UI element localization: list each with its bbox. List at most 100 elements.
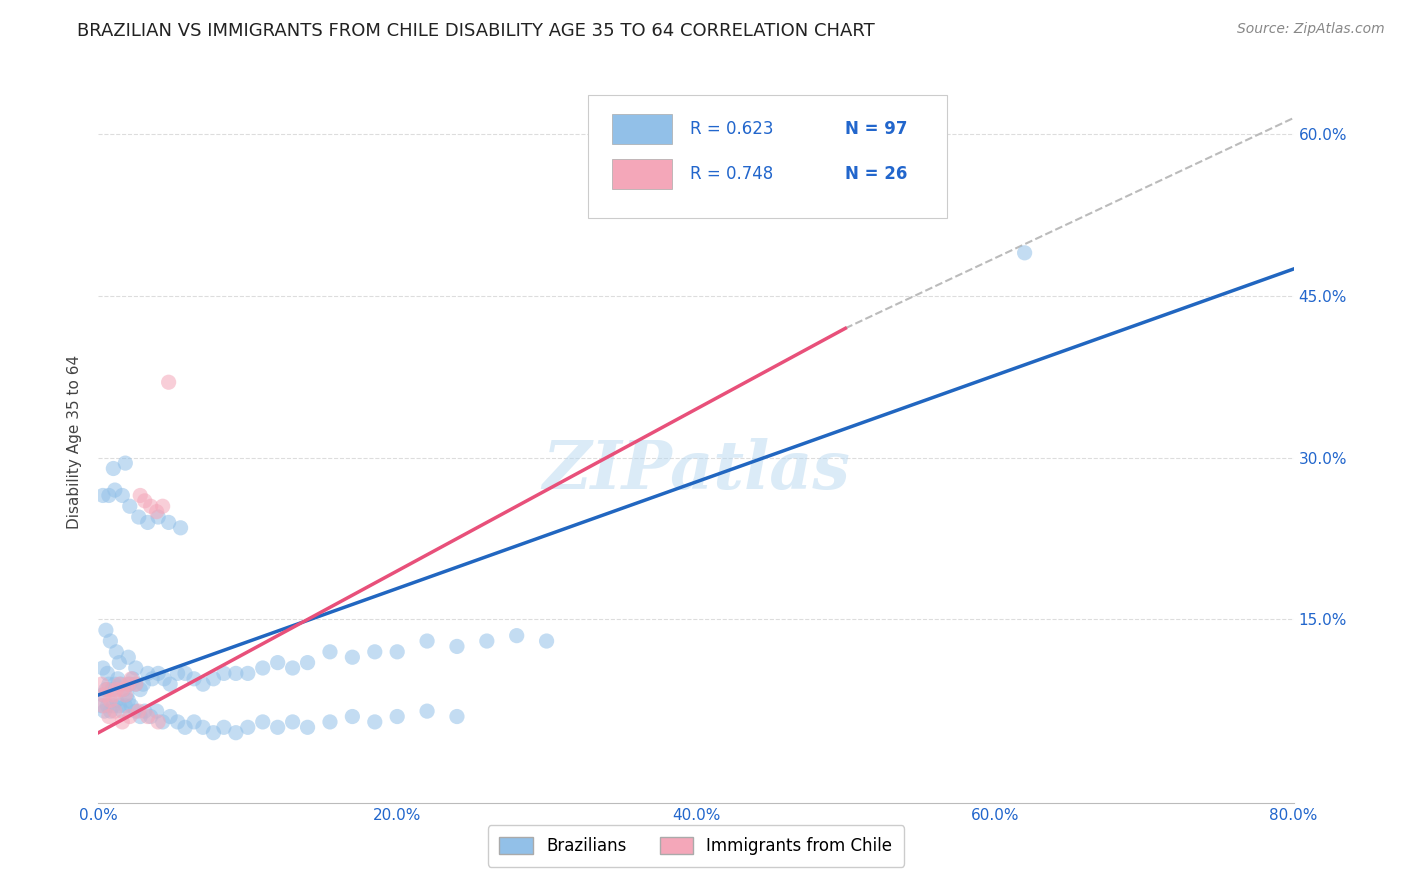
Point: [132, 677, 155, 691]
Point: [202, 725, 225, 739]
Text: BRAZILIAN VS IMMIGRANTS FROM CHILE DISABILITY AGE 35 TO 64 CORRELATION CHART: BRAZILIAN VS IMMIGRANTS FROM CHILE DISAB…: [77, 22, 875, 40]
Point: [91, 698, 114, 713]
Point: [125, 704, 148, 718]
Text: Source: ZipAtlas.com: Source: ZipAtlas.com: [1237, 22, 1385, 37]
Point: [111, 488, 134, 502]
Point: [416, 634, 439, 648]
Point: [108, 677, 131, 691]
Point: [97, 488, 120, 502]
Point: [145, 704, 167, 718]
Point: [120, 672, 142, 686]
Point: [183, 714, 205, 729]
Point: [108, 656, 131, 670]
Point: [297, 656, 319, 670]
Point: [114, 688, 136, 702]
Point: [141, 672, 163, 686]
Point: [202, 672, 225, 686]
Point: [225, 725, 247, 739]
Point: [93, 688, 115, 702]
Point: [212, 666, 235, 681]
Point: [91, 688, 114, 702]
Point: [128, 704, 150, 718]
Point: [114, 456, 136, 470]
Point: [236, 720, 259, 734]
Point: [536, 634, 558, 648]
Point: [112, 682, 135, 697]
Point: [105, 693, 128, 707]
Point: [129, 488, 152, 502]
Point: [134, 493, 156, 508]
Point: [281, 714, 304, 729]
Point: [120, 698, 142, 713]
Point: [114, 698, 136, 713]
Point: [183, 672, 205, 686]
FancyBboxPatch shape: [613, 113, 672, 144]
Point: [157, 516, 180, 530]
Text: R = 0.748: R = 0.748: [690, 165, 773, 183]
Point: [128, 510, 150, 524]
Point: [148, 510, 170, 524]
Point: [364, 714, 387, 729]
Point: [97, 677, 120, 691]
Point: [475, 634, 498, 648]
Legend: Brazilians, Immigrants from Chile: Brazilians, Immigrants from Chile: [488, 825, 904, 867]
Point: [159, 677, 181, 691]
Point: [191, 720, 214, 734]
Point: [169, 521, 191, 535]
Point: [104, 483, 127, 497]
Point: [117, 677, 139, 691]
Point: [125, 677, 148, 691]
Point: [98, 634, 122, 648]
Point: [342, 650, 364, 665]
Point: [121, 672, 143, 686]
Point: [136, 709, 159, 723]
Point: [139, 500, 162, 514]
Point: [118, 677, 141, 691]
Point: [145, 505, 167, 519]
Point: [385, 645, 409, 659]
Point: [148, 714, 170, 729]
Point: [191, 677, 214, 691]
Point: [91, 488, 114, 502]
Point: [446, 640, 468, 654]
Point: [98, 693, 122, 707]
Point: [118, 500, 141, 514]
Point: [108, 698, 131, 713]
Point: [129, 709, 152, 723]
Point: [105, 645, 128, 659]
FancyBboxPatch shape: [589, 95, 948, 218]
Point: [267, 720, 290, 734]
Point: [97, 709, 120, 723]
Point: [96, 666, 118, 681]
Point: [174, 666, 197, 681]
Point: [134, 704, 156, 718]
Point: [1014, 245, 1036, 260]
Point: [93, 704, 115, 718]
Point: [111, 714, 134, 729]
Text: N = 26: N = 26: [845, 165, 908, 183]
Point: [267, 656, 290, 670]
Point: [103, 461, 125, 475]
Point: [125, 677, 148, 691]
Point: [174, 720, 197, 734]
Point: [117, 693, 139, 707]
Point: [148, 666, 170, 681]
Point: [236, 666, 259, 681]
Text: R = 0.623: R = 0.623: [690, 120, 773, 137]
Point: [364, 645, 387, 659]
Point: [281, 661, 304, 675]
Point: [90, 698, 112, 713]
Point: [104, 704, 127, 718]
Point: [105, 682, 128, 697]
Text: ZIPatlas: ZIPatlas: [543, 438, 849, 503]
Point: [117, 650, 139, 665]
Point: [136, 516, 159, 530]
Point: [152, 500, 174, 514]
Point: [115, 688, 138, 702]
Point: [252, 714, 274, 729]
Point: [103, 698, 125, 713]
Point: [152, 714, 174, 729]
Point: [96, 698, 118, 713]
Point: [96, 682, 118, 697]
Point: [103, 688, 125, 702]
